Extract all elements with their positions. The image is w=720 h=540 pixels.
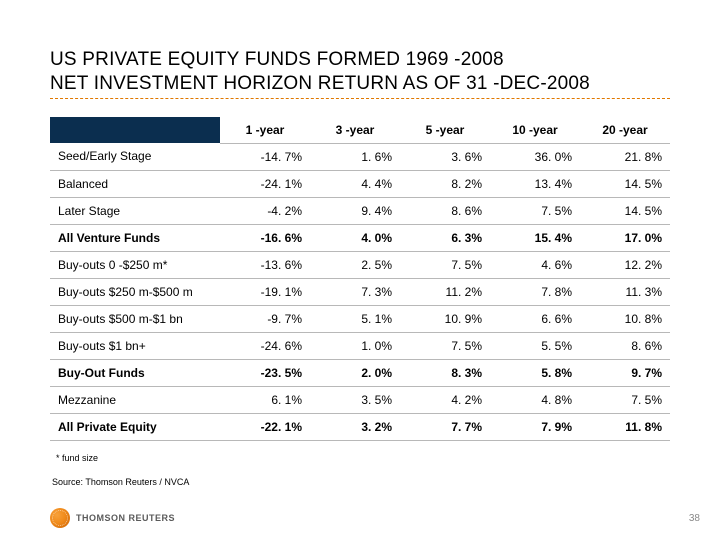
table-row: All Private Equity-22. 1%3. 2%7. 7%7. 9%… bbox=[50, 413, 670, 440]
row-value: 6. 1% bbox=[220, 386, 310, 413]
table-row: Buy-outs 0 -$250 m*-13. 6%2. 5%7. 5%4. 6… bbox=[50, 251, 670, 278]
table-header-row: 1 -year 3 -year 5 -year 10 -year 20 -yea… bbox=[50, 117, 670, 144]
row-value: -22. 1% bbox=[220, 413, 310, 440]
row-value: 7. 5% bbox=[400, 332, 490, 359]
footer: THOMSON REUTERS 38 bbox=[50, 506, 700, 530]
thomson-reuters-icon bbox=[50, 508, 70, 528]
row-value: 1. 0% bbox=[310, 332, 400, 359]
row-value: -24. 6% bbox=[220, 332, 310, 359]
row-value: 11. 3% bbox=[580, 278, 670, 305]
row-value: 4. 2% bbox=[400, 386, 490, 413]
row-value: -23. 5% bbox=[220, 359, 310, 386]
row-value: 3. 5% bbox=[310, 386, 400, 413]
row-label: All Venture Funds bbox=[50, 224, 220, 251]
logo-text: THOMSON REUTERS bbox=[76, 513, 175, 523]
row-value: 11. 8% bbox=[580, 413, 670, 440]
row-value: -24. 1% bbox=[220, 170, 310, 197]
row-label: Seed/Early Stage bbox=[50, 143, 220, 170]
row-value: 9. 7% bbox=[580, 359, 670, 386]
row-value: 9. 4% bbox=[310, 197, 400, 224]
row-value: -14. 7% bbox=[220, 143, 310, 170]
row-label: Buy-outs $1 bn+ bbox=[50, 332, 220, 359]
title-underline bbox=[50, 98, 670, 99]
footnote: * fund size bbox=[56, 453, 670, 463]
header-col-1: 1 -year bbox=[220, 117, 310, 144]
row-value: 5. 1% bbox=[310, 305, 400, 332]
row-value: 21. 8% bbox=[580, 143, 670, 170]
row-value: 7. 3% bbox=[310, 278, 400, 305]
table-row: Buy-outs $1 bn+-24. 6%1. 0%7. 5%5. 5%8. … bbox=[50, 332, 670, 359]
table-row: Mezzanine6. 1%3. 5%4. 2%4. 8%7. 5% bbox=[50, 386, 670, 413]
table-row: All Venture Funds-16. 6%4. 0%6. 3%15. 4%… bbox=[50, 224, 670, 251]
row-value: 4. 6% bbox=[490, 251, 580, 278]
table-row: Buy-Out Funds-23. 5%2. 0%8. 3%5. 8%9. 7% bbox=[50, 359, 670, 386]
row-value: 7. 9% bbox=[490, 413, 580, 440]
row-value: 7. 5% bbox=[580, 386, 670, 413]
row-value: -16. 6% bbox=[220, 224, 310, 251]
row-value: 14. 5% bbox=[580, 197, 670, 224]
row-value: -19. 1% bbox=[220, 278, 310, 305]
table-row: Balanced-24. 1%4. 4%8. 2%13. 4%14. 5% bbox=[50, 170, 670, 197]
row-label: Buy-outs $250 m-$500 m bbox=[50, 278, 220, 305]
row-label: Mezzanine bbox=[50, 386, 220, 413]
header-col-4: 10 -year bbox=[490, 117, 580, 144]
row-value: 4. 4% bbox=[310, 170, 400, 197]
row-value: 6. 6% bbox=[490, 305, 580, 332]
row-label: Buy-outs 0 -$250 m* bbox=[50, 251, 220, 278]
row-value: 36. 0% bbox=[490, 143, 580, 170]
row-value: 12. 2% bbox=[580, 251, 670, 278]
row-value: 2. 5% bbox=[310, 251, 400, 278]
slide-title: US PRIVATE EQUITY FUNDS FORMED 1969 -200… bbox=[50, 48, 670, 96]
returns-table: 1 -year 3 -year 5 -year 10 -year 20 -yea… bbox=[50, 117, 670, 441]
header-blank bbox=[50, 117, 220, 144]
row-value: 3. 6% bbox=[400, 143, 490, 170]
row-value: 7. 5% bbox=[490, 197, 580, 224]
row-value: 7. 8% bbox=[490, 278, 580, 305]
row-value: 4. 8% bbox=[490, 386, 580, 413]
row-value: 15. 4% bbox=[490, 224, 580, 251]
row-value: 13. 4% bbox=[490, 170, 580, 197]
row-value: 7. 5% bbox=[400, 251, 490, 278]
row-value: 5. 5% bbox=[490, 332, 580, 359]
slide: US PRIVATE EQUITY FUNDS FORMED 1969 -200… bbox=[0, 0, 720, 540]
row-value: 8. 3% bbox=[400, 359, 490, 386]
row-value: 8. 6% bbox=[580, 332, 670, 359]
table-head: 1 -year 3 -year 5 -year 10 -year 20 -yea… bbox=[50, 117, 670, 144]
table-row: Buy-outs $500 m-$1 bn-9. 7%5. 1%10. 9%6.… bbox=[50, 305, 670, 332]
row-value: 4. 0% bbox=[310, 224, 400, 251]
page-number: 38 bbox=[689, 513, 700, 524]
row-value: 14. 5% bbox=[580, 170, 670, 197]
row-value: 7. 7% bbox=[400, 413, 490, 440]
row-label: All Private Equity bbox=[50, 413, 220, 440]
title-line-1: US PRIVATE EQUITY FUNDS FORMED 1969 -200… bbox=[50, 49, 504, 70]
row-label: Later Stage bbox=[50, 197, 220, 224]
source-line: Source: Thomson Reuters / NVCA bbox=[52, 477, 670, 487]
row-label: Buy-outs $500 m-$1 bn bbox=[50, 305, 220, 332]
row-value: -4. 2% bbox=[220, 197, 310, 224]
table-row: Buy-outs $250 m-$500 m-19. 1%7. 3%11. 2%… bbox=[50, 278, 670, 305]
logo: THOMSON REUTERS bbox=[50, 508, 175, 528]
row-value: 5. 8% bbox=[490, 359, 580, 386]
row-label: Buy-Out Funds bbox=[50, 359, 220, 386]
row-value: 3. 2% bbox=[310, 413, 400, 440]
row-value: -13. 6% bbox=[220, 251, 310, 278]
header-col-3: 5 -year bbox=[400, 117, 490, 144]
row-value: 6. 3% bbox=[400, 224, 490, 251]
row-value: 2. 0% bbox=[310, 359, 400, 386]
row-value: 11. 2% bbox=[400, 278, 490, 305]
row-value: 1. 6% bbox=[310, 143, 400, 170]
title-line-2: NET INVESTMENT HORIZON RETURN AS OF 31 -… bbox=[50, 73, 590, 94]
row-value: 17. 0% bbox=[580, 224, 670, 251]
table-row: Seed/Early Stage-14. 7%1. 6%3. 6%36. 0%2… bbox=[50, 143, 670, 170]
row-value: -9. 7% bbox=[220, 305, 310, 332]
table-body: Seed/Early Stage-14. 7%1. 6%3. 6%36. 0%2… bbox=[50, 143, 670, 440]
row-label: Balanced bbox=[50, 170, 220, 197]
header-col-2: 3 -year bbox=[310, 117, 400, 144]
row-value: 10. 9% bbox=[400, 305, 490, 332]
table-row: Later Stage-4. 2%9. 4%8. 6%7. 5%14. 5% bbox=[50, 197, 670, 224]
row-value: 10. 8% bbox=[580, 305, 670, 332]
row-value: 8. 2% bbox=[400, 170, 490, 197]
row-value: 8. 6% bbox=[400, 197, 490, 224]
header-col-5: 20 -year bbox=[580, 117, 670, 144]
